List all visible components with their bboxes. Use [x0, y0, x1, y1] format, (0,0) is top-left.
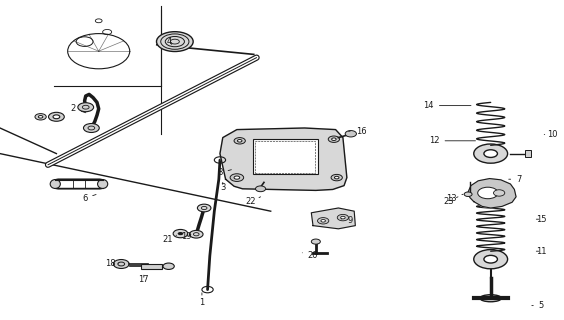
Text: 19: 19: [181, 232, 191, 241]
Circle shape: [237, 140, 242, 142]
Text: 7: 7: [509, 175, 522, 184]
Circle shape: [163, 263, 174, 269]
Circle shape: [255, 186, 266, 192]
Circle shape: [83, 124, 99, 132]
Circle shape: [321, 220, 325, 222]
Text: 10: 10: [544, 130, 558, 139]
Circle shape: [38, 116, 43, 118]
Circle shape: [474, 144, 508, 163]
Circle shape: [234, 138, 245, 144]
Text: 20: 20: [302, 252, 318, 260]
Circle shape: [332, 138, 336, 140]
Polygon shape: [311, 208, 355, 229]
Text: 22: 22: [246, 197, 261, 206]
Circle shape: [53, 115, 60, 119]
Circle shape: [494, 190, 505, 196]
Circle shape: [230, 174, 244, 181]
Bar: [253, 139, 318, 174]
Ellipse shape: [50, 180, 60, 188]
Circle shape: [35, 114, 46, 120]
Text: 14: 14: [424, 101, 471, 110]
Circle shape: [78, 103, 94, 112]
Ellipse shape: [480, 295, 501, 302]
Circle shape: [331, 174, 342, 181]
Circle shape: [49, 112, 64, 121]
Text: 11: 11: [536, 247, 547, 256]
Polygon shape: [468, 179, 516, 208]
Bar: [525, 150, 531, 157]
Text: 3: 3: [220, 182, 226, 192]
Ellipse shape: [98, 180, 108, 188]
Ellipse shape: [156, 32, 193, 52]
Text: 13: 13: [446, 194, 463, 203]
Circle shape: [173, 229, 188, 238]
Text: 8: 8: [217, 168, 231, 177]
Circle shape: [328, 136, 340, 142]
Circle shape: [178, 232, 183, 235]
Circle shape: [474, 250, 508, 269]
Circle shape: [234, 176, 240, 179]
Text: 15: 15: [536, 215, 547, 224]
Text: 4: 4: [166, 37, 172, 46]
Circle shape: [341, 216, 345, 219]
Text: 17: 17: [139, 275, 149, 284]
Circle shape: [190, 230, 203, 238]
Circle shape: [478, 187, 498, 199]
Bar: [255, 141, 315, 173]
Text: 16: 16: [349, 127, 366, 136]
Text: 21: 21: [163, 235, 177, 244]
Text: 9: 9: [341, 216, 352, 225]
Text: 18: 18: [105, 260, 118, 268]
Circle shape: [318, 218, 329, 224]
Text: 6: 6: [82, 194, 96, 203]
Text: 23: 23: [443, 197, 458, 206]
Circle shape: [311, 239, 320, 244]
Circle shape: [484, 150, 497, 157]
Circle shape: [345, 131, 356, 137]
Circle shape: [464, 192, 472, 196]
Circle shape: [197, 204, 211, 212]
Bar: [141, 264, 162, 269]
Circle shape: [334, 176, 339, 179]
Text: 12: 12: [429, 136, 475, 145]
Circle shape: [337, 214, 349, 221]
Text: 1: 1: [199, 293, 205, 307]
Polygon shape: [220, 128, 347, 190]
Circle shape: [484, 255, 497, 263]
Text: 5: 5: [532, 301, 544, 310]
Text: 2: 2: [70, 104, 86, 113]
Circle shape: [113, 260, 129, 268]
